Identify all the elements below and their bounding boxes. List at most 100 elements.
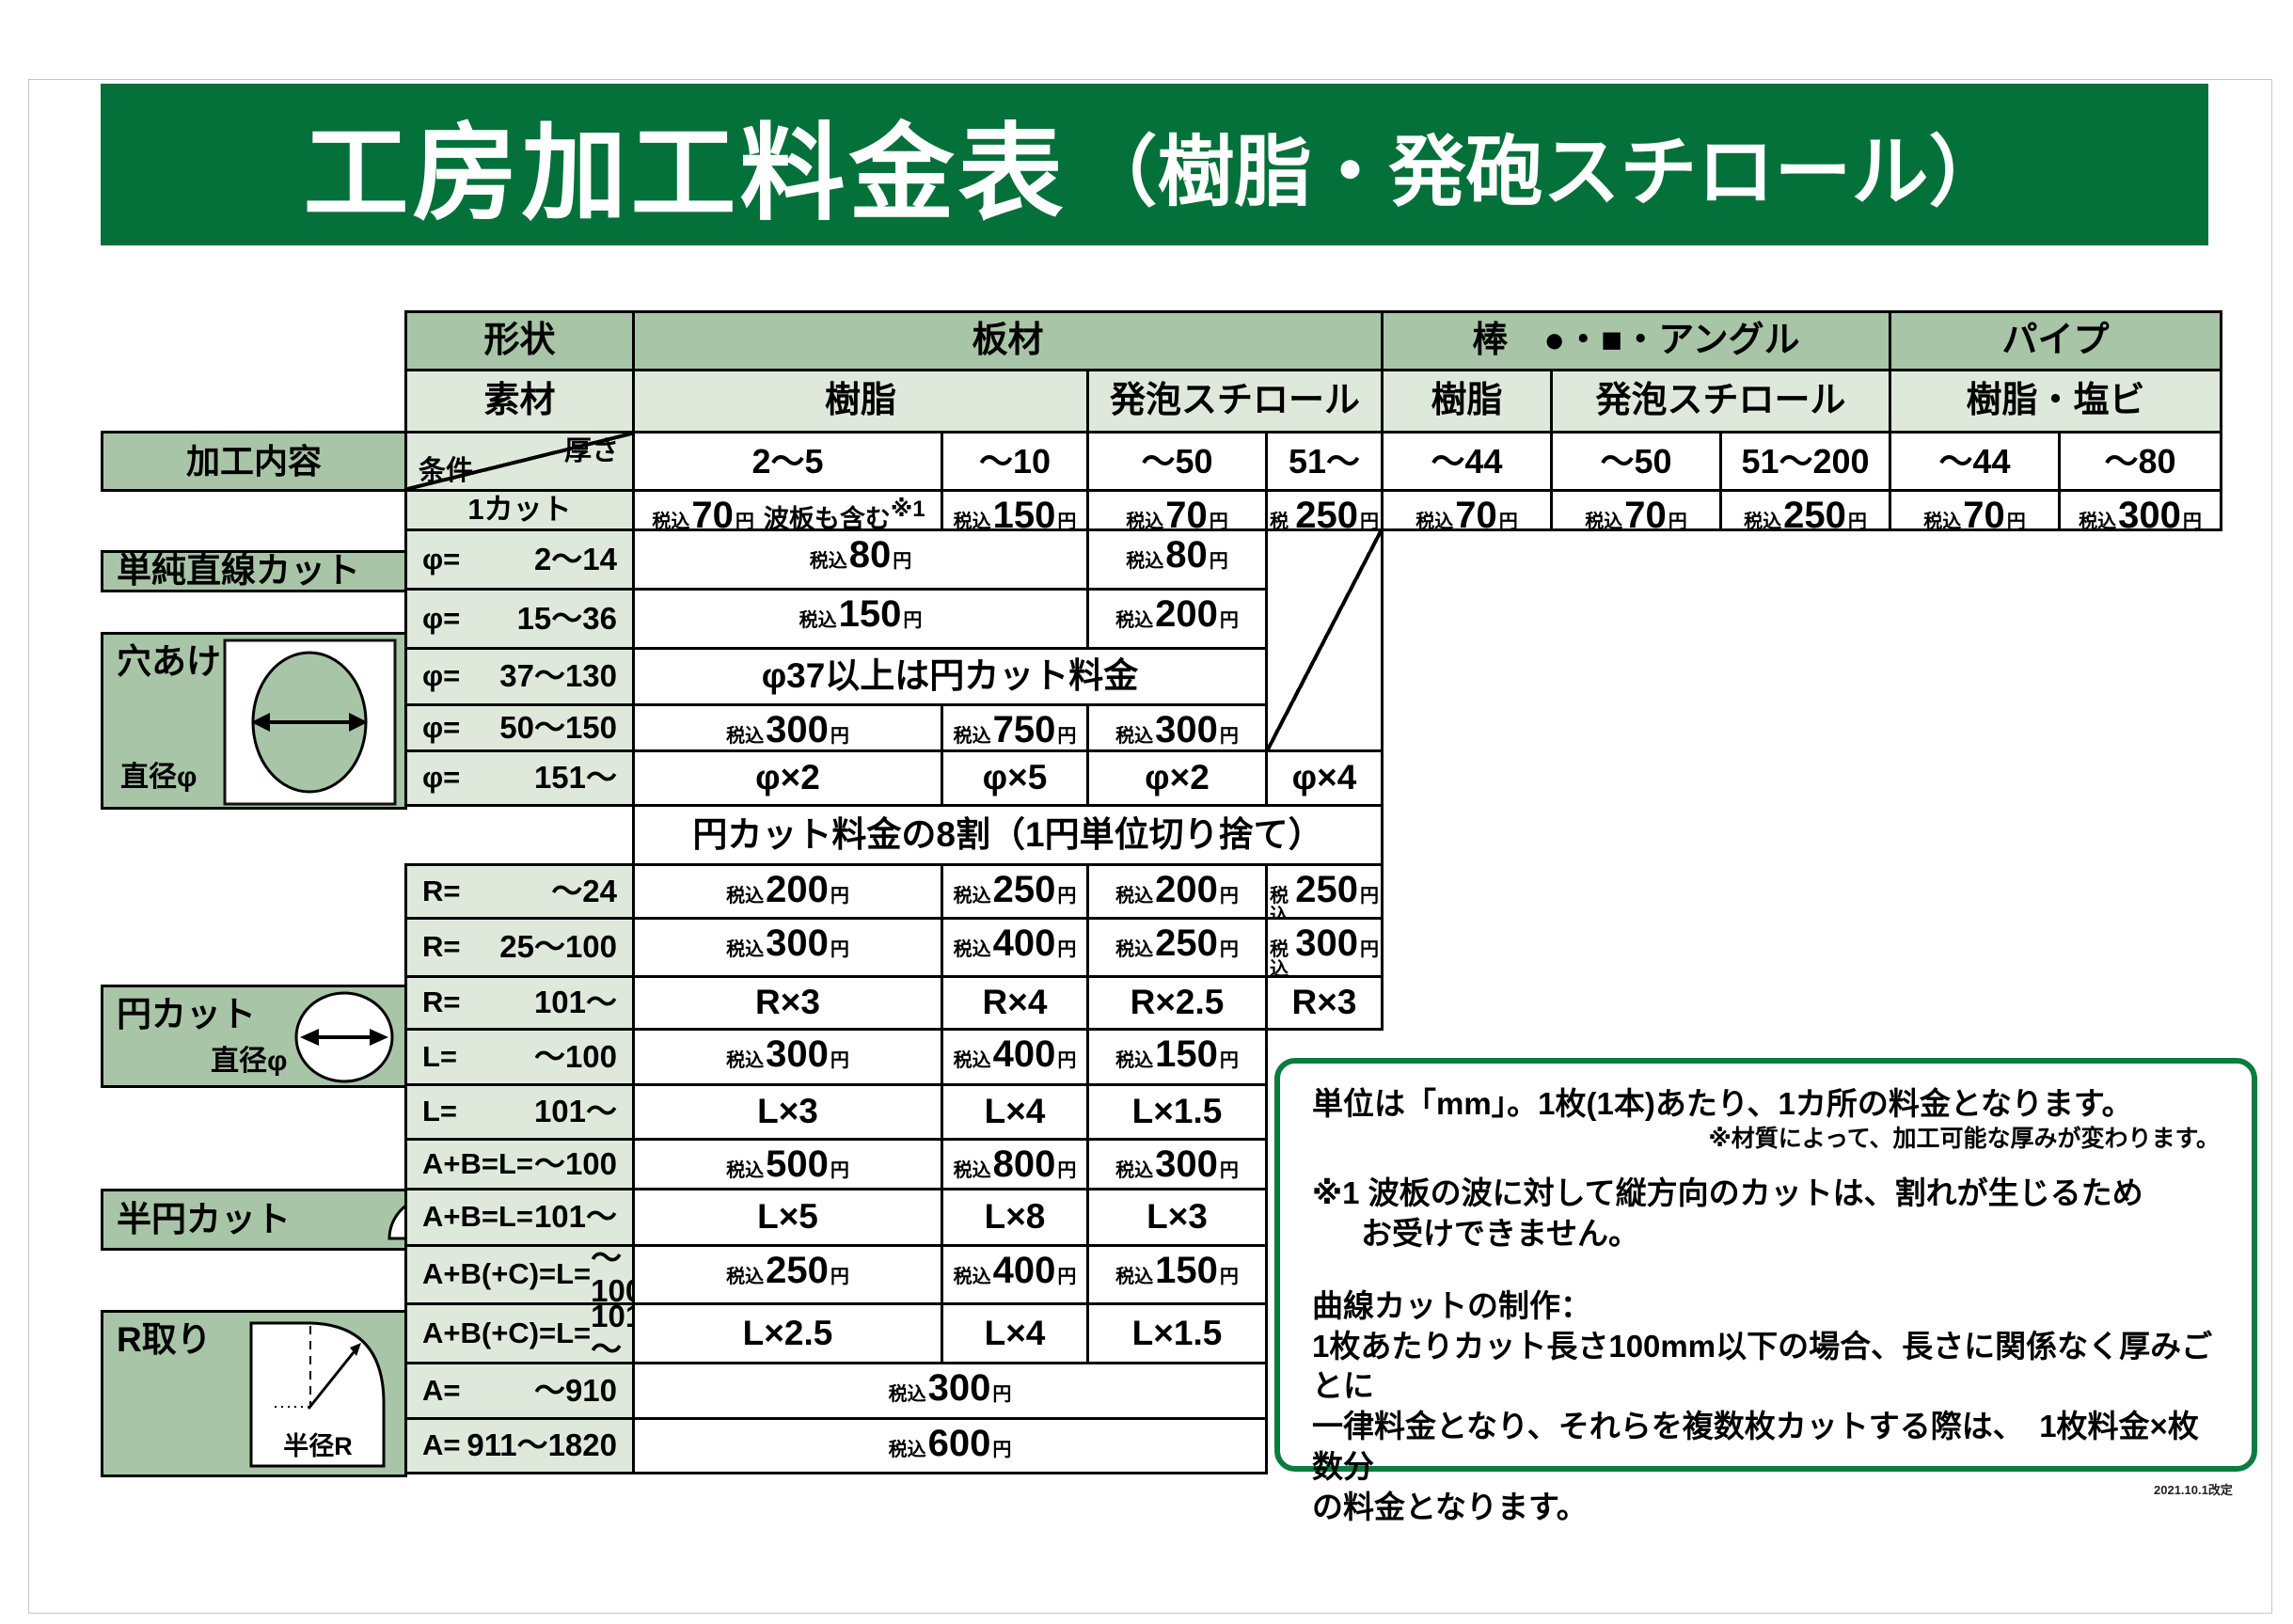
yen-unit-label: 円 [1057, 512, 1077, 532]
yen-unit-label: 円 [992, 1440, 1012, 1460]
diameter-caption: 直径φ [120, 761, 198, 793]
cond-cell-r15-c1: A+B=L= ～100 [404, 1138, 635, 1190]
price-value: 80 [1165, 534, 1208, 575]
condition-label: φ= [422, 710, 461, 744]
cell-text: R×3 [755, 983, 820, 1022]
price-value: 150 [838, 593, 902, 635]
cond-cell-r4-c1: φ= 2～14 [404, 528, 635, 591]
cell-text: L×4 [984, 1092, 1046, 1131]
condition-range: 50～150 [499, 709, 617, 745]
category-label: 半円カット [117, 1199, 291, 1238]
cell-text: パイプ [2001, 320, 2110, 360]
price-cell-r19-c2: 税込 300 円 [632, 1362, 1268, 1420]
yen-unit-label: 円 [992, 1384, 1012, 1405]
condition-label: R= [422, 930, 461, 964]
header-thickness-10: ～10 [941, 431, 1089, 492]
price-cell-r4-c4: 税込 80 円 [1086, 528, 1268, 591]
header-thickness-rod-50: ～50 [1550, 431, 1722, 492]
price-cell-r3-c10: 税込 300 円 [2058, 489, 2222, 535]
condition-label: A+B(+C)=L= [422, 1316, 592, 1349]
cell-text: 51～ [1288, 441, 1361, 481]
price-value: 400 [992, 1250, 1056, 1291]
price-cell-r17-c4: 税込 150 円 [1086, 1244, 1268, 1305]
price-cell-r15-c3: 税込 800 円 [941, 1138, 1089, 1190]
price-cell-r11-c3: 税込 400 円 [941, 917, 1089, 978]
category-label: 円カット [117, 995, 256, 1033]
price-cell-r15-c4: 税込 300 円 [1086, 1138, 1268, 1190]
price-value: 750 [992, 709, 1056, 750]
price-value: 300 [1295, 922, 1358, 964]
tax-included-label: 税込 [726, 1267, 765, 1287]
cell-text: L×1.5 [1131, 1092, 1223, 1131]
yen-unit-label: 円 [893, 551, 912, 572]
tax-included-label: 税込 [1115, 886, 1154, 907]
circle-cut-icon [292, 990, 397, 1090]
condition-label: L= [422, 1039, 458, 1073]
half-circle-rate-note: 円カット料金の8割（1円単位切り捨て） [632, 804, 1384, 866]
text-cell-r18-c3: L×4 [941, 1302, 1089, 1364]
cell-text: 形状 [483, 320, 556, 360]
condition-range: ～100 [533, 1145, 617, 1181]
price-value: 150 [1155, 1033, 1218, 1075]
condition-range: ～24 [551, 873, 617, 908]
price-cell-r4-c2: 税込 80 円 [632, 528, 1089, 591]
cell-text: 2～5 [751, 441, 824, 481]
tax-included-label: 税込 [1115, 1267, 1154, 1287]
price-value: 250 [1783, 495, 1846, 536]
tax-included-label: 税込 [1126, 551, 1164, 572]
cell-text: φ×5 [982, 758, 1048, 797]
tax-included-label: 税込 [1923, 512, 1962, 532]
cell-text: φ×2 [1145, 758, 1210, 797]
cell-text: 板材 [972, 320, 1044, 360]
tax-included-label: 税込 [888, 1440, 926, 1460]
price-value: 300 [1155, 1143, 1218, 1185]
condition-range: 911～1820 [467, 1427, 617, 1463]
condition-header-label: 条件 [419, 455, 474, 486]
price-value: 300 [927, 1367, 991, 1409]
cell-text: 円カット料金の8割（1円単位切り捨て） [692, 814, 1323, 854]
note-phi37-circle-rate: φ37以上は円カット料金 [632, 647, 1268, 706]
condition-label: φ= [422, 761, 461, 795]
header-rod-styrofoam: 発泡スチロール [1550, 369, 1891, 434]
text-cell-r18-c2: L×2.5 [632, 1302, 943, 1364]
tax-included-label: 税込 [953, 1050, 991, 1071]
tax-included-label: 税込 [953, 1267, 991, 1287]
tax-included-label: 税込 [2079, 512, 2117, 532]
condition-range: 101～ [533, 1199, 617, 1235]
yen-unit-label: 円 [830, 1160, 849, 1181]
price-cell-r10-c5: 税込 250 円 [1265, 863, 1384, 926]
thickness-header-label: 厚さ [563, 436, 619, 466]
condition-label: A= [422, 1373, 461, 1407]
cell-text: 51～200 [1741, 441, 1870, 481]
cell-text: L×4 [984, 1313, 1046, 1352]
category-straight-cut: 単純直線カット [101, 550, 407, 592]
text-cell-r12-c3: R×4 [941, 975, 1089, 1031]
cell-text: φ×2 [755, 758, 820, 797]
condition-label: φ= [422, 659, 461, 693]
tax-included-label: 税込 [1126, 512, 1164, 532]
cell-text: 棒 ●・■・アングル [1472, 320, 1800, 360]
tax-included-label: 税込 [1115, 726, 1154, 747]
price-value: 200 [766, 869, 829, 910]
text-cell-r12-c2: R×3 [632, 975, 943, 1031]
cell-text: 加工内容 [185, 441, 322, 481]
cell-text: 素材 [483, 380, 556, 420]
header-thickness-2-5: 2～5 [632, 431, 943, 492]
category-circle-cut: 円カット 直径φ [101, 985, 407, 1088]
notes-panel: 単位は「mm」。1枚(1本)あたり、1カ所の料金となります。 ※材質によって、加… [1274, 1058, 2257, 1524]
yen-unit-label: 円 [1057, 1160, 1077, 1181]
tax-included-label: 税込 [953, 939, 991, 960]
price-value: 300 [766, 709, 829, 750]
price-value: 300 [1155, 709, 1218, 750]
yen-unit-label: 円 [1847, 512, 1867, 532]
tax-included-label: 税込 [652, 512, 690, 532]
condition-range: 151～ [533, 760, 617, 796]
tax-included-label: 税込 [1585, 512, 1623, 532]
condition-label: R= [422, 985, 461, 1019]
tax-included-label: 税込 [1270, 939, 1289, 980]
text-cell-r12-c4: R×2.5 [1086, 975, 1268, 1031]
price-extra-note: 波板も含む [763, 505, 891, 533]
text-cell-r18-c4: L×1.5 [1086, 1302, 1268, 1364]
header-thickness-51: 51～ [1265, 431, 1384, 492]
